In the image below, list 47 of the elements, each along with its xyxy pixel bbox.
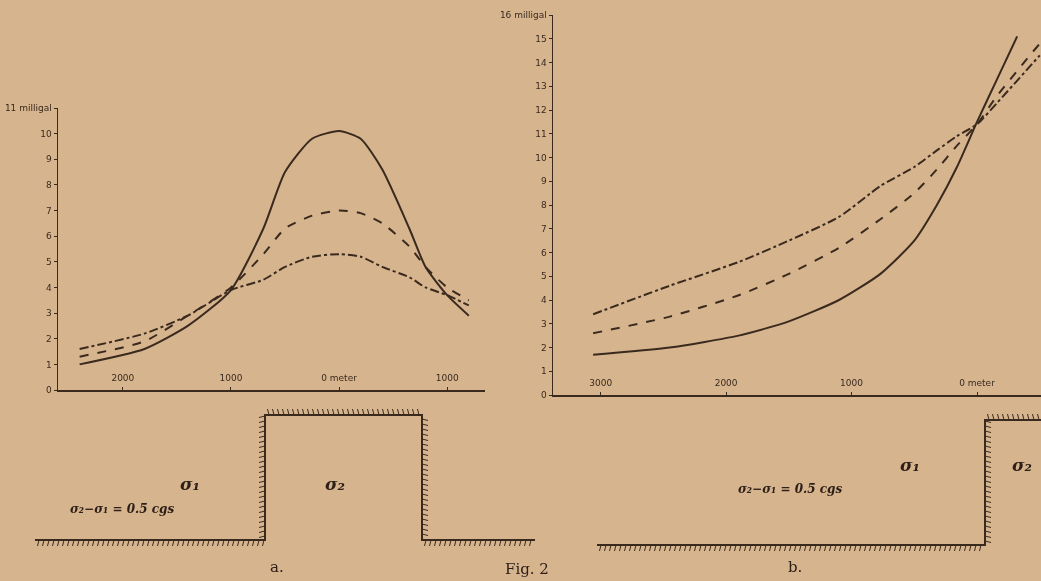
x-tick-label: 3000: [589, 377, 613, 388]
y-tick-label: 1: [540, 366, 547, 377]
y-tick-label: 9: [540, 176, 547, 187]
y-tick-label: 11 milligal: [4, 103, 52, 114]
x-tick-label: 1000: [840, 377, 864, 388]
y-tick-label: 10: [40, 128, 52, 139]
y-tick-label: 11: [535, 128, 547, 139]
text: σ₂−σ₁ = 0.5 cgs: [738, 482, 843, 496]
y-tick-label: 3: [540, 318, 547, 329]
x-tick-label: 1000: [435, 372, 459, 383]
y-tick-label: 15: [535, 33, 547, 44]
y-tick-label: 9: [45, 154, 52, 165]
y-tick-label: 8: [45, 180, 52, 191]
text: σ₂−σ₁ = 0.5 cgs: [70, 502, 175, 516]
y-tick-label: 6: [45, 231, 52, 242]
y-tick-label: 4: [45, 282, 52, 293]
text: σ₁: [180, 474, 200, 494]
x-tick-label: 1000: [219, 372, 243, 383]
line-series: [78, 130, 470, 366]
text: a.: [270, 558, 284, 576]
y-tick-label: 1: [45, 359, 52, 370]
y-tick-label: 6: [540, 247, 547, 258]
y-tick-label: 5: [45, 256, 52, 267]
y-tick-label: 13: [535, 81, 547, 92]
y-tick-label: 7: [540, 223, 547, 234]
y-tick-label: 0: [45, 385, 52, 396]
y-tick-label: 2: [540, 342, 547, 353]
x-tick-label: 2000: [714, 377, 738, 388]
y-tick-label: 4: [540, 295, 547, 306]
y-tick-label: 7: [45, 205, 52, 216]
x-tick-label: 0 meter: [321, 372, 358, 383]
y-tick-label: 12: [535, 105, 547, 116]
y-tick-label: 8: [540, 200, 547, 211]
y-tick-label: 5: [540, 271, 547, 282]
y-tick-label: 3: [45, 308, 52, 319]
text: σ₂: [325, 474, 345, 494]
text: b.: [788, 558, 803, 576]
y-tick-label: 16 milligal: [499, 10, 547, 21]
x-tick-label: 0 meter: [959, 377, 996, 388]
y-tick-label: 14: [535, 57, 547, 68]
x-tick-label: 2000: [111, 372, 135, 383]
caption: Fig. 2: [505, 560, 549, 578]
y-tick-label: 10: [535, 152, 547, 163]
text: σ₂: [1012, 455, 1032, 475]
y-tick-label: 2: [45, 333, 52, 344]
text: σ₁: [900, 455, 920, 475]
y-tick-label: 0: [540, 390, 547, 401]
